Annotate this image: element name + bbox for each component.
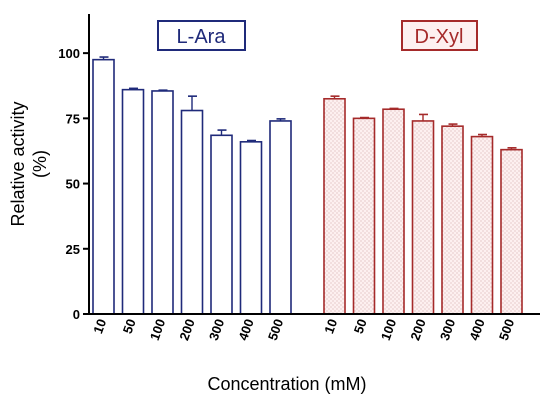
bar-d-xyl-200 [411, 120, 435, 315]
x-tick-label-d-xyl: 100 [378, 317, 400, 343]
x-tick-label-l-ara: 300 [206, 317, 228, 343]
x-tick-label-l-ara: 100 [147, 317, 169, 343]
bar-l-ara-10 [92, 58, 115, 315]
bar-l-ara-400 [239, 141, 263, 315]
x-tick-label-l-ara: 400 [235, 317, 257, 343]
y-tick-label: 75 [66, 111, 80, 126]
bar-d-xyl-500 [500, 148, 523, 315]
bar-l-ara-200 [180, 109, 204, 315]
y-tick-label: 50 [66, 177, 80, 192]
y-tick-label: 0 [73, 307, 80, 322]
y-tick-label: 100 [58, 46, 80, 61]
y-tick-label: 25 [66, 242, 80, 257]
legend-d-xyl-box [401, 20, 478, 51]
legend-l-ara-label: L-Ara [177, 26, 227, 48]
x-tick-label-l-ara: 10 [90, 317, 109, 336]
y-axis-title-line2: (%) [30, 150, 50, 178]
legend-l-ara: L-Ara [157, 20, 246, 51]
bar-d-xyl-100 [382, 108, 405, 315]
x-tick-label-l-ara: 50 [120, 317, 139, 336]
chart-marks [92, 56, 523, 315]
x-tick-label-d-xyl: 300 [437, 317, 459, 343]
x-tick-label-d-xyl: 500 [496, 317, 518, 343]
bar-l-ara-50 [121, 88, 145, 315]
x-tick-label-d-xyl: 50 [351, 317, 370, 336]
x-tick-label-d-xyl: 10 [321, 317, 340, 336]
legend-l-ara-box [157, 20, 246, 51]
x-tick-label-d-xyl: 200 [407, 317, 429, 343]
bar-l-ara-100 [151, 90, 174, 315]
x-tick-label-l-ara: 200 [176, 317, 198, 343]
bar-l-ara-300 [210, 134, 233, 315]
bar-d-xyl-400 [470, 135, 494, 315]
bar-l-ara-500 [269, 120, 292, 315]
bar-d-xyl-10 [323, 97, 346, 315]
y-axis-title-line1: Relative activity [8, 101, 28, 226]
legend-d-xyl: D-Xyl [401, 20, 478, 51]
legend-d-xyl-label: D-Xyl [415, 26, 464, 48]
bar-d-xyl-50 [352, 117, 376, 315]
x-axis-title: Concentration (mM) [207, 374, 366, 394]
x-tick-label-d-xyl: 400 [466, 317, 488, 343]
bar-d-xyl-300 [441, 125, 464, 315]
x-tick-label-l-ara: 500 [265, 317, 287, 343]
